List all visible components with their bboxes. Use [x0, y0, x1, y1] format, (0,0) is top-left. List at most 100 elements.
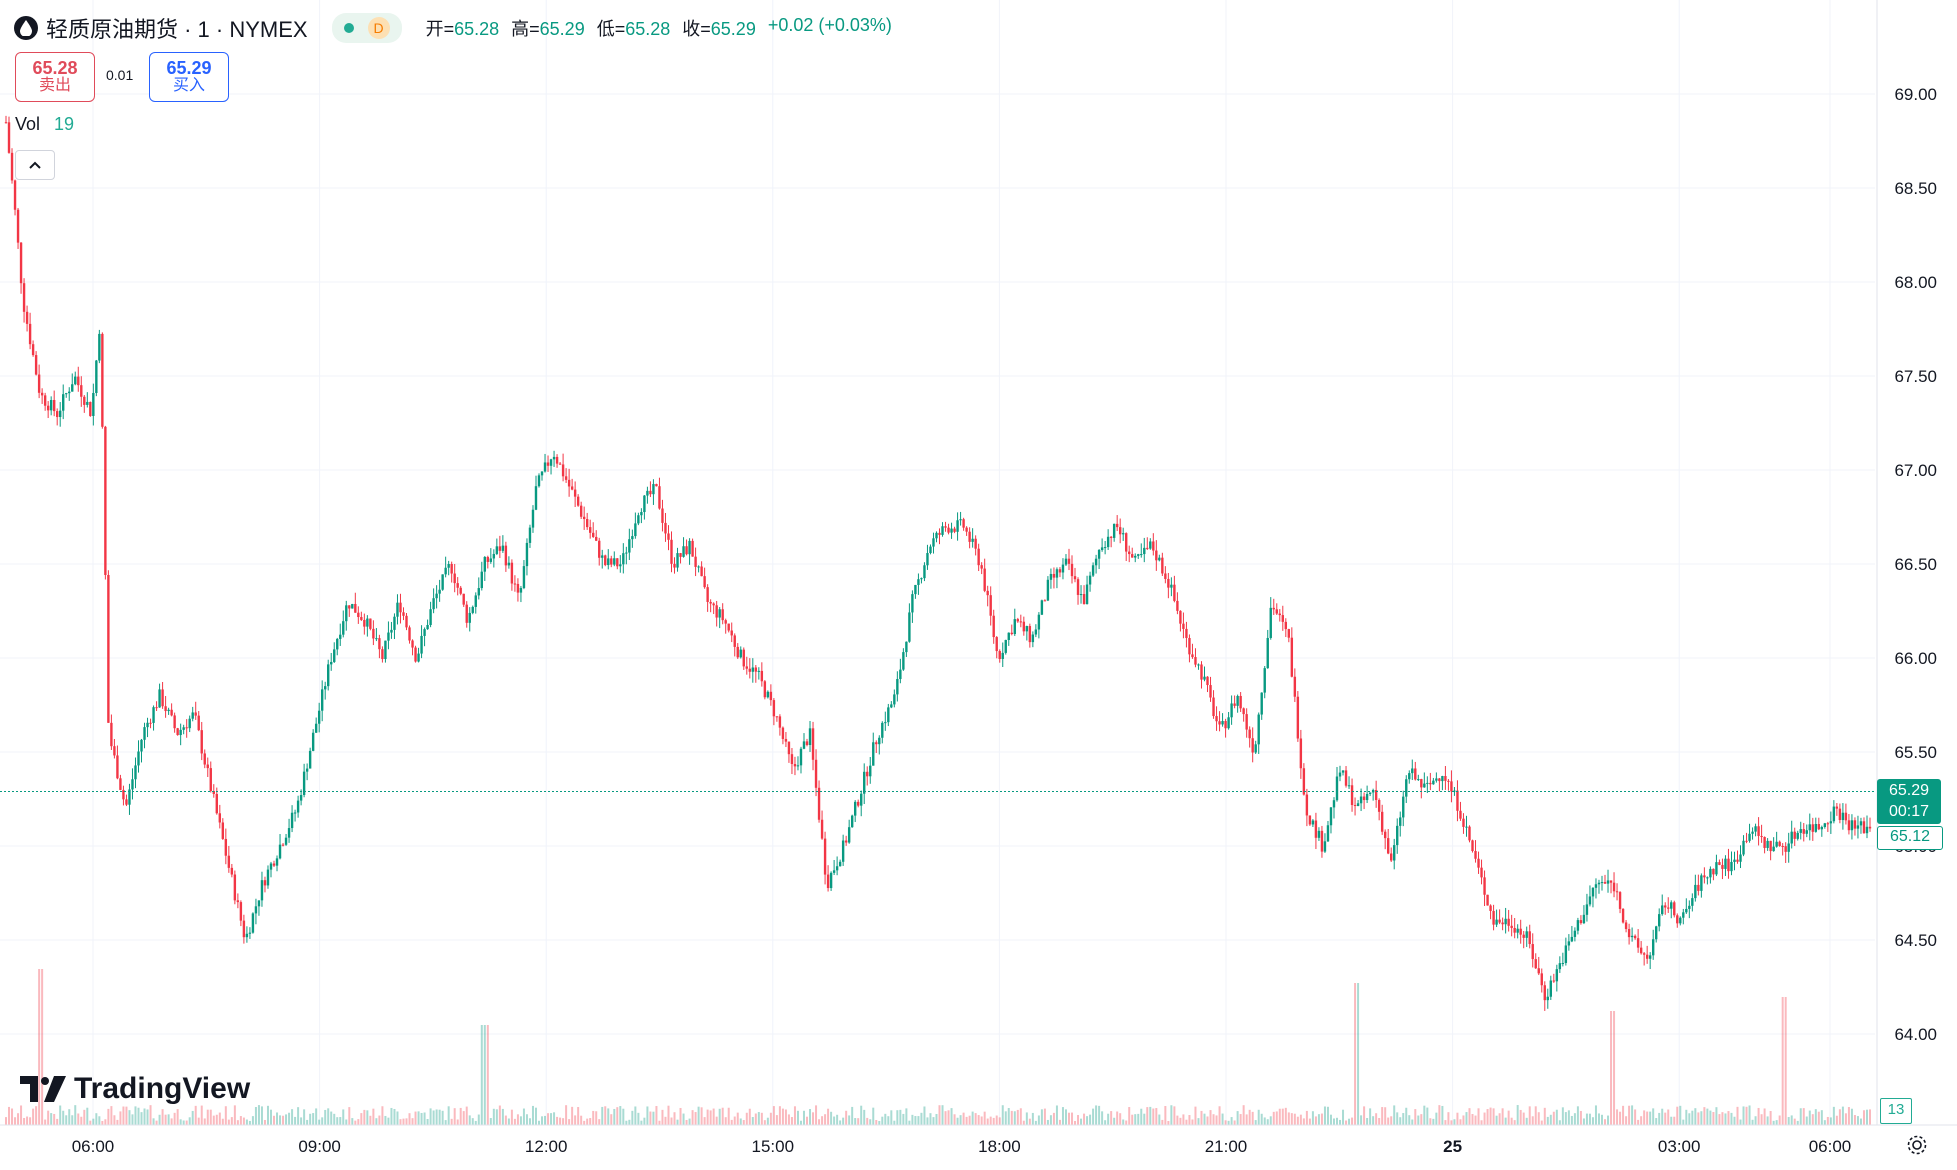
candle-body — [1224, 721, 1227, 729]
candle-body — [468, 612, 471, 623]
volume-bar — [1170, 1105, 1173, 1125]
candle-body — [878, 737, 881, 745]
candle-body — [558, 463, 562, 465]
candle-body — [432, 598, 435, 610]
volume-bar — [1239, 1114, 1242, 1125]
candle-body — [158, 689, 161, 708]
volume-bar — [113, 1115, 116, 1125]
candle-body — [1751, 831, 1754, 834]
candle-body — [1853, 820, 1857, 829]
candle-body — [1664, 905, 1667, 908]
candle-body — [763, 681, 767, 698]
volume-bar — [1673, 1116, 1676, 1125]
chart-settings-button[interactable] — [1903, 1131, 1931, 1159]
candle-body — [1411, 768, 1414, 774]
volume-bar — [276, 1112, 279, 1125]
candle-body — [1651, 939, 1655, 956]
tradingview-logo[interactable]: TradingView — [20, 1072, 250, 1106]
candle-body — [1242, 708, 1245, 715]
volume-bar — [781, 1108, 784, 1125]
candle-body — [1374, 790, 1378, 800]
volume-bar — [631, 1110, 634, 1125]
candle-body — [552, 456, 556, 460]
candle-body — [1588, 896, 1592, 905]
volume-bar — [1176, 1115, 1179, 1125]
volume-bar — [878, 1120, 881, 1125]
candle-body — [134, 765, 137, 780]
volume-bar — [206, 1109, 209, 1125]
candle-body — [1423, 783, 1426, 788]
candle-body — [1507, 918, 1510, 926]
volume-bar — [718, 1108, 721, 1125]
volume-bar — [1745, 1106, 1748, 1125]
volume-bar — [784, 1109, 787, 1125]
candle-body — [1817, 824, 1821, 830]
symbol-title[interactable]: 轻质原油期货 · 1 · NYMEX — [46, 17, 308, 42]
volume-bar — [1266, 1119, 1269, 1125]
candle-body — [534, 486, 538, 510]
sell-button[interactable]: 65.28 卖出 — [15, 52, 95, 102]
candle-body — [760, 670, 764, 682]
candle-body — [483, 556, 486, 572]
volume-bar — [423, 1112, 426, 1125]
volume-bar — [44, 1119, 47, 1125]
candle-body — [676, 553, 679, 568]
ohlc-close: 收=65.29 — [682, 19, 756, 39]
volume-bar — [414, 1111, 417, 1125]
volume-bar — [649, 1111, 652, 1125]
volume-bar — [1399, 1117, 1402, 1125]
candle-body — [932, 538, 935, 547]
volume-bar — [1646, 1111, 1649, 1125]
candle-body — [1335, 776, 1339, 801]
volume-bar — [429, 1108, 432, 1125]
volume-bar — [1444, 1120, 1447, 1125]
candle-body — [492, 553, 496, 559]
volume-bar — [1387, 1117, 1390, 1125]
volume-bar — [1134, 1114, 1137, 1125]
volume-bar — [661, 1109, 664, 1125]
volume-bar — [1329, 1114, 1332, 1125]
volume-bar — [1670, 1116, 1673, 1125]
candle-body — [339, 634, 342, 639]
candle-body — [1618, 892, 1622, 909]
volume-bar — [1546, 1116, 1549, 1125]
candle-body — [896, 679, 899, 695]
candle-body — [1152, 541, 1155, 551]
volume-bar — [932, 1117, 935, 1125]
settings-gear-icon — [1907, 1135, 1927, 1155]
volume-bar — [393, 1108, 396, 1125]
candle-body — [1676, 915, 1679, 924]
price-axis-label: 67.00 — [1894, 461, 1937, 480]
volume-bar — [161, 1109, 164, 1125]
candle-body — [1390, 853, 1393, 861]
volume-legend[interactable]: Vol 19 — [15, 114, 74, 135]
volume-bar — [1483, 1112, 1486, 1125]
volume-bar — [519, 1116, 522, 1125]
time-axis-label: 18:00 — [978, 1137, 1021, 1156]
candle-body — [191, 712, 194, 719]
collapse-legend-button[interactable] — [15, 150, 55, 180]
candle-body — [588, 527, 592, 533]
volume-bar — [8, 1106, 11, 1125]
candle-body — [459, 587, 462, 594]
volume-bar — [815, 1105, 818, 1125]
candle-body — [1257, 714, 1260, 745]
volume-bar — [224, 1106, 227, 1125]
price-axis[interactable]: 69.00 68.50 68.00 67.50 67.00 66.50 66.00 65.50… — [1894, 85, 1937, 1044]
candle-body — [736, 646, 739, 658]
volume-bar — [266, 1105, 269, 1125]
candle-body — [1733, 859, 1736, 862]
candle-body — [1076, 579, 1080, 595]
candle-body — [658, 486, 661, 509]
candle-body — [384, 640, 387, 660]
time-axis[interactable]: 06:00 09:00 12:00 15:00 18:00 21:00 25 03:00 06:… — [72, 1137, 1852, 1156]
buy-button[interactable]: 65.29 买入 — [149, 52, 229, 102]
candle-body — [16, 209, 20, 243]
volume-bar — [1390, 1116, 1393, 1125]
volume-bar — [1435, 1112, 1438, 1125]
candle-body — [622, 553, 625, 565]
volume-bar — [1754, 1116, 1757, 1125]
candle-body — [1772, 846, 1775, 852]
market-status-pill[interactable]: D — [331, 13, 402, 43]
